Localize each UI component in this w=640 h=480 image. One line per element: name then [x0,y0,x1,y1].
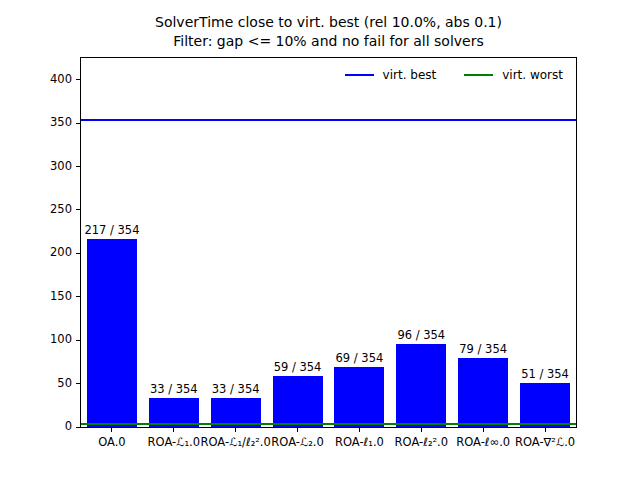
x-axis-tick [545,428,546,432]
y-axis-tick-label: 250 [50,202,72,216]
y-axis-tick [76,340,80,341]
chart-title-line1: SolverTime close to virt. best (rel 10.0… [80,13,577,32]
y-axis-tick-label: 150 [50,289,72,303]
bar [273,376,323,427]
x-axis-tick-label: ROA-ℒ₂.0 [271,435,323,449]
x-axis-tick [235,428,236,432]
bar-value-label: 79 / 354 [459,342,507,356]
y-axis-tick [76,383,80,384]
plot-area: virt. bestvirt. worst 050100150200250300… [80,57,577,428]
x-axis-tick-label: ROA-ℒ₁/ℓ₂².0 [201,435,271,449]
y-axis-tick [76,123,80,124]
virt-best-line [81,119,576,121]
bar-value-label: 59 / 354 [274,360,322,374]
bar [334,367,384,427]
x-axis-tick-label: ROA-∇²ℒ.0 [515,435,575,449]
y-axis-tick-label: 50 [57,376,72,390]
bar [458,358,508,427]
bar-value-label: 217 / 354 [84,223,139,237]
x-axis-tick [483,428,484,432]
x-axis-tick-label: ROA-ℓ₁.0 [335,435,384,449]
y-axis-tick [76,296,80,297]
chart-title: SolverTime close to virt. best (rel 10.0… [80,13,577,51]
x-axis-tick [297,428,298,432]
bar [396,344,446,427]
bar-value-label: 96 / 354 [397,328,445,342]
legend-item: virt. best [345,68,437,82]
y-axis-tick-label: 200 [50,246,72,260]
legend-label: virt. best [383,68,437,82]
y-axis-tick-label: 300 [50,159,72,173]
y-axis-tick [76,209,80,210]
legend-label: virt. worst [502,68,563,82]
y-axis-tick [76,253,80,254]
y-axis-tick [76,166,80,167]
x-axis-tick-label: ROA-ℓ₂².0 [395,435,449,449]
legend-item: virt. worst [464,68,563,82]
y-axis-tick-label: 400 [50,72,72,86]
y-axis-tick-label: 0 [65,419,72,433]
bar [520,383,570,427]
bar [87,239,137,427]
bar-value-label: 69 / 354 [336,351,384,365]
x-axis-tick [111,428,112,432]
bar-value-label: 51 / 354 [521,367,569,381]
chart-title-line2: Filter: gap <= 10% and no fail for all s… [80,32,577,51]
x-axis-tick [173,428,174,432]
virt-worst-line [81,423,576,425]
figure: SolverTime close to virt. best (rel 10.0… [0,0,640,480]
y-axis-tick-label: 100 [50,333,72,347]
bar-value-label: 33 / 354 [212,382,260,396]
x-axis-tick [421,428,422,432]
x-axis-tick-label: ROA-ℓ∞.0 [456,435,510,449]
legend-line-icon [464,74,493,76]
x-axis-tick-label: ROA-ℒ₁.0 [148,435,200,449]
x-axis-tick [359,428,360,432]
y-axis-tick [76,427,80,428]
bar-value-label: 33 / 354 [150,382,198,396]
y-axis-tick-label: 350 [50,116,72,130]
legend-line-icon [345,74,374,76]
legend: virt. best virt. worst [345,68,563,82]
x-axis-tick-label: OA.0 [98,435,126,449]
y-axis-tick [76,79,80,80]
